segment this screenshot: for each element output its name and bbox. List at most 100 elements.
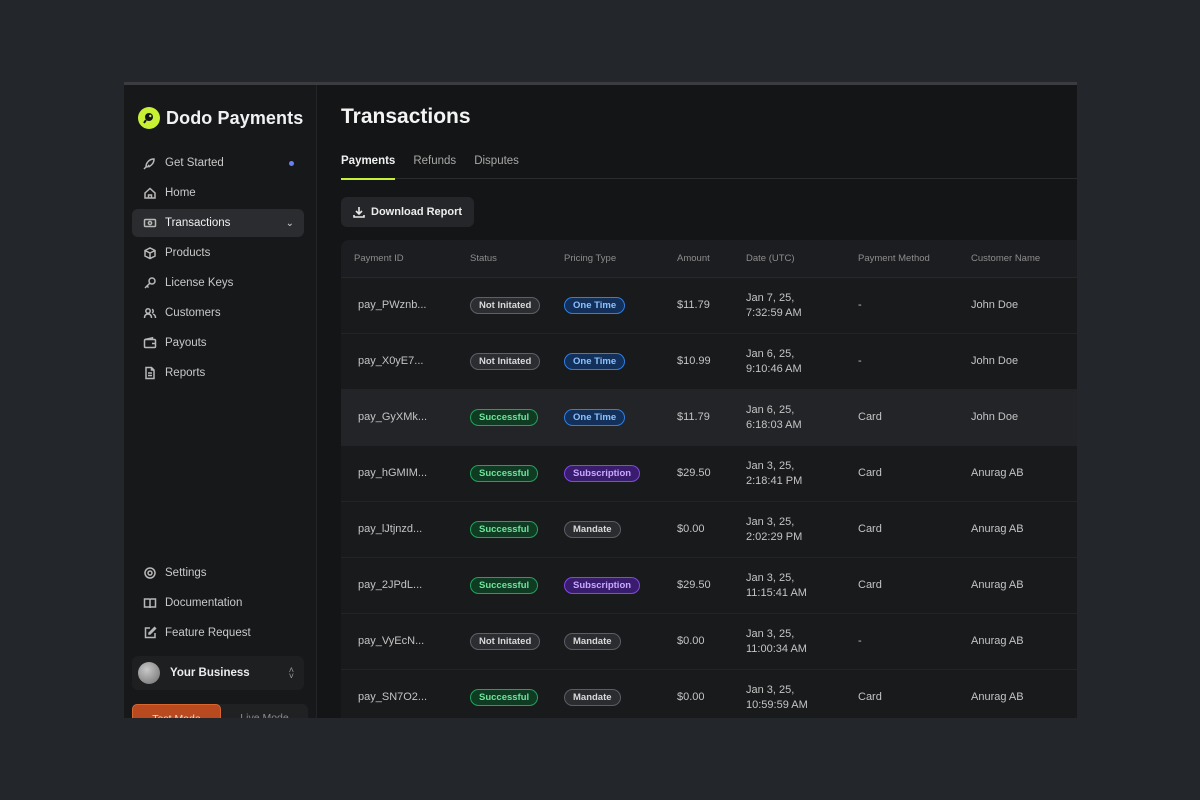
notification-dot (289, 160, 294, 166)
table-header: Payment ID Status Pricing Type Amount Date (… (341, 240, 1077, 278)
column-header[interactable]: Amount (677, 253, 710, 264)
payment-method: - (858, 355, 862, 367)
sidebar-item-feature-request[interactable]: Feature Request (132, 619, 304, 647)
sidebar-item-documentation[interactable]: Documentation (132, 589, 304, 617)
sidebar-item-label: Settings (165, 567, 207, 579)
status-cell: Successful (457, 577, 564, 594)
pricing-type-cell: Subscription (564, 577, 677, 594)
table-row[interactable]: pay_X0yE7... Not Initated One Time $10.99 Ja… (341, 334, 1077, 390)
time-line: 11:15:41 AM (746, 586, 807, 599)
business-switcher[interactable]: Your Business ˄ ˅ (132, 656, 304, 690)
pricing-type-badge: One Time (564, 353, 626, 370)
app-window: Dodo Payments Get Started Home Transaction… (124, 82, 1077, 718)
sidebar-item-get-started[interactable]: Get Started (132, 149, 304, 177)
date-line: Jan 3, 25, (746, 683, 795, 696)
customer-name: Anurag AB (971, 691, 1024, 703)
payment-id: pay_X0yE7... (358, 355, 424, 367)
customer-name: John Doe (971, 411, 1019, 423)
sidebar-item-label: Feature Request (165, 627, 251, 639)
pricing-type-badge: One Time (564, 409, 626, 426)
sidebar-item-settings[interactable]: Settings (132, 559, 304, 587)
date-line: Jan 6, 25, (746, 347, 795, 360)
wallet-icon (142, 336, 157, 351)
key-icon (142, 276, 157, 291)
time-line: 2:02:29 PM (746, 530, 803, 543)
box-icon (142, 246, 157, 261)
time-line: 2:18:41 PM (746, 474, 803, 487)
sidebar-item-license-keys[interactable]: License Keys (132, 269, 304, 297)
time-line: 10:59:59 AM (746, 698, 808, 711)
sidebar-item-transactions[interactable]: Transactions ⌄ (132, 209, 304, 237)
payment-id: pay_SN7O2... (358, 691, 428, 703)
table-row[interactable]: pay_SN7O2... Successful Mandate $0.00 Jan 3,… (341, 670, 1077, 718)
column-header[interactable]: Customer Name (971, 253, 1041, 264)
customer-name: Anurag AB (971, 635, 1024, 647)
payment-method: - (858, 299, 862, 311)
pricing-type-cell: One Time (564, 353, 677, 370)
date-cell: Jan 6, 25, 9:10:46 AM (746, 347, 858, 377)
column-header[interactable]: Payment Method (858, 253, 930, 264)
download-report-button[interactable]: Download Report (341, 197, 475, 227)
pricing-type-badge: Mandate (564, 521, 621, 538)
date-cell: Jan 3, 25, 2:18:41 PM (746, 459, 858, 489)
table-row[interactable]: pay_GyXMk... Successful One Time $11.79 Jan … (341, 390, 1077, 446)
customer-name: John Doe (971, 355, 1019, 367)
status-cell: Successful (457, 409, 564, 426)
pricing-type-badge: Subscription (564, 465, 641, 482)
table-row[interactable]: pay_lJtjnzd... Successful Mandate $0.00 Jan … (341, 502, 1077, 558)
payment-method: Card (858, 467, 882, 479)
sidebar-nav: Get Started Home Transactions ⌄ Products Lice… (132, 149, 304, 389)
chevron-down-icon: ⌄ (285, 217, 294, 229)
column-header[interactable]: Pricing Type (564, 253, 617, 264)
sidebar-item-customers[interactable]: Customers (132, 299, 304, 327)
date-cell: Jan 3, 25, 2:02:29 PM (746, 515, 858, 545)
dodo-logo-icon (138, 107, 160, 129)
payment-method: Card (858, 411, 882, 423)
pricing-type-cell: One Time (564, 409, 677, 426)
tab-payments[interactable]: Payments (341, 153, 396, 180)
amount: $0.00 (677, 635, 705, 647)
test-mode-button[interactable]: Test Mode (132, 704, 221, 718)
table-row[interactable]: pay_VyEcN... Not Initated Mandate $0.00 Jan … (341, 614, 1077, 670)
status-cell: Not Initated (457, 353, 564, 370)
pricing-type-cell: Mandate (564, 633, 677, 650)
sidebar-item-label: Customers (165, 307, 221, 319)
table-row[interactable]: pay_hGMIM... Successful Subscription $29.50… (341, 446, 1077, 502)
sidebar-item-home[interactable]: Home (132, 179, 304, 207)
table-row[interactable]: pay_2JPdL... Successful Subscription $29.50… (341, 558, 1077, 614)
pricing-type-cell: One Time (564, 297, 677, 314)
customer-name: Anurag AB (971, 467, 1024, 479)
date-cell: Jan 3, 25, 11:15:41 AM (746, 571, 858, 601)
mode-toggle: Test Mode Live Mode (132, 704, 308, 718)
customer-name: Anurag AB (971, 523, 1024, 535)
column-header[interactable]: Status (470, 253, 497, 264)
sidebar-item-label: Documentation (165, 597, 243, 609)
column-header[interactable]: Date (UTC) (746, 253, 795, 264)
payment-method: Card (858, 579, 882, 591)
home-icon (142, 186, 157, 201)
date-cell: Jan 6, 25, 6:18:03 AM (746, 403, 858, 433)
sidebar-item-reports[interactable]: Reports (132, 359, 304, 387)
customer-name: John Doe (971, 299, 1019, 311)
payment-id: pay_VyEcN... (358, 635, 425, 647)
live-mode-button[interactable]: Live Mode (240, 712, 289, 718)
tab-disputes[interactable]: Disputes (474, 155, 519, 167)
sidebar-item-label: License Keys (165, 277, 234, 289)
customer-name: Anurag AB (971, 579, 1024, 591)
amount: $0.00 (677, 691, 705, 703)
sidebar-item-products[interactable]: Products (132, 239, 304, 267)
payment-id: pay_PWznb... (358, 299, 427, 311)
time-line: 6:18:03 AM (746, 418, 802, 431)
table-row[interactable]: pay_PWznb... Not Initated One Time $11.79 Ja… (341, 278, 1077, 334)
brand[interactable]: Dodo Payments (138, 107, 303, 129)
sidebar-nav-bottom: Settings Documentation Feature Request (132, 559, 304, 649)
sidebar-item-label: Products (165, 247, 211, 259)
sidebar-item-payouts[interactable]: Payouts (132, 329, 304, 357)
amount: $11.79 (677, 411, 710, 423)
download-icon (353, 207, 365, 218)
column-header[interactable]: Payment ID (354, 253, 404, 264)
main-content: Transactions Payments Refunds Disputes Dow… (317, 85, 1077, 718)
transactions-table: Payment ID Status Pricing Type Amount Date (… (341, 240, 1077, 718)
tab-refunds[interactable]: Refunds (413, 155, 457, 167)
payment-id: pay_lJtjnzd... (358, 523, 423, 535)
